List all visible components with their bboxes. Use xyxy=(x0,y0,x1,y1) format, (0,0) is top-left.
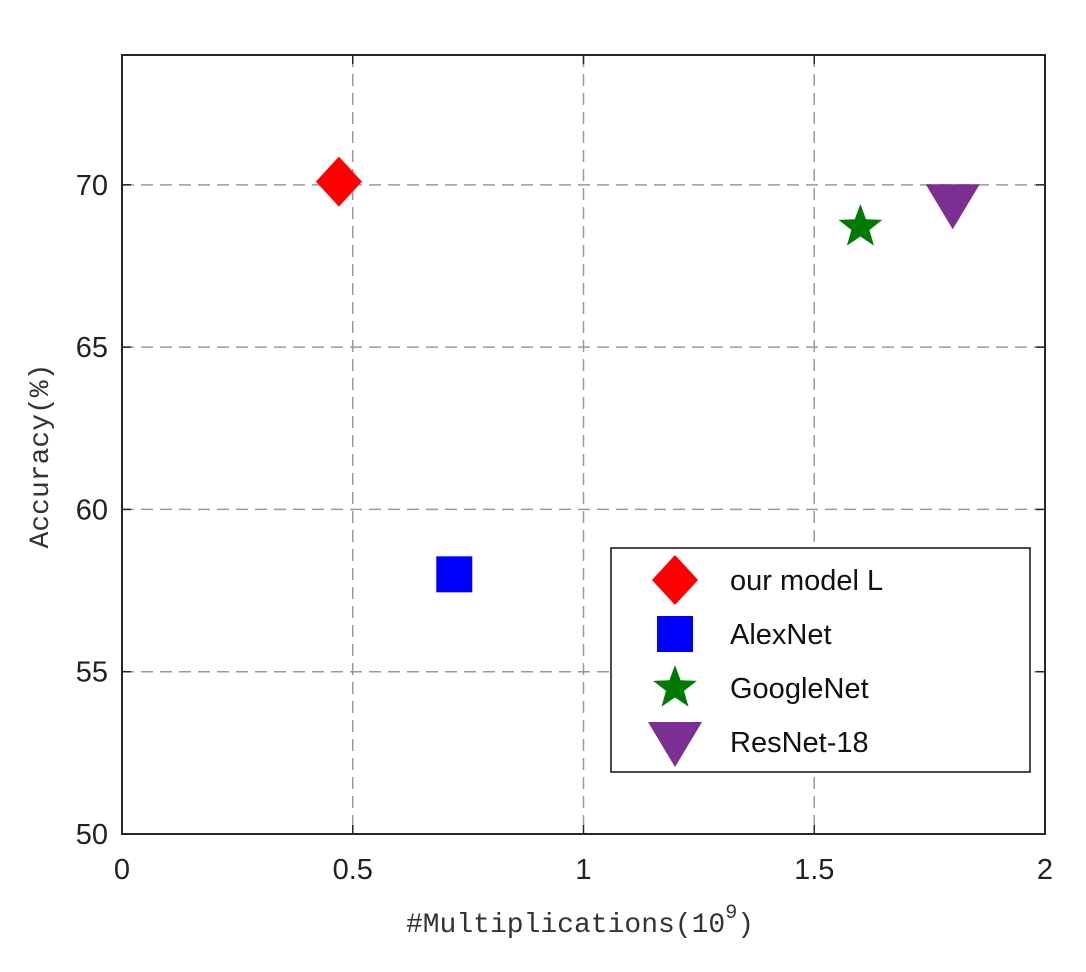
legend-triangle-down-marker xyxy=(648,722,702,767)
y-axis-label: Accuracy(%) xyxy=(26,364,57,549)
x-axis-label-close: ) xyxy=(737,910,754,941)
legend-diamond-marker xyxy=(652,555,698,605)
y-tick-label: 60 xyxy=(76,494,108,526)
legend-label: our model L xyxy=(730,565,883,597)
square-marker xyxy=(436,556,473,593)
axis-ticks: 0 0.5 1 1.5 2 50 55 60 65 70 xyxy=(76,55,1053,886)
legend-star-marker xyxy=(653,665,697,707)
legend: our model L AlexNet GoogleNet ResNet-18 xyxy=(610,547,1031,773)
y-tick-label: 65 xyxy=(76,332,108,364)
legend-label: ResNet-18 xyxy=(730,727,869,759)
x-tick-label: 1 xyxy=(575,854,591,886)
x-axis-label: #Multiplications(109) xyxy=(406,902,754,941)
x-tick-label: 1.5 xyxy=(794,854,834,886)
legend-label: GoogleNet xyxy=(730,673,869,705)
x-axis-label-main: #Multiplications(10 xyxy=(406,910,725,941)
data-markers xyxy=(315,156,980,593)
grid-lines xyxy=(122,55,1045,834)
x-tick-label: 0.5 xyxy=(333,854,373,886)
diamond-marker xyxy=(315,156,362,207)
legend-label: AlexNet xyxy=(730,619,832,651)
legend-square-marker xyxy=(657,616,693,652)
star-marker xyxy=(838,204,883,246)
triangle-down-marker xyxy=(925,184,980,230)
y-tick-label: 50 xyxy=(76,819,108,851)
y-tick-label: 70 xyxy=(76,170,108,202)
x-tick-label: 0 xyxy=(114,854,130,886)
y-tick-label: 55 xyxy=(76,657,108,689)
x-tick-label: 2 xyxy=(1037,854,1053,886)
x-axis-label-exponent: 9 xyxy=(725,902,737,925)
legend-items: our model L AlexNet GoogleNet ResNet-18 xyxy=(648,555,883,767)
